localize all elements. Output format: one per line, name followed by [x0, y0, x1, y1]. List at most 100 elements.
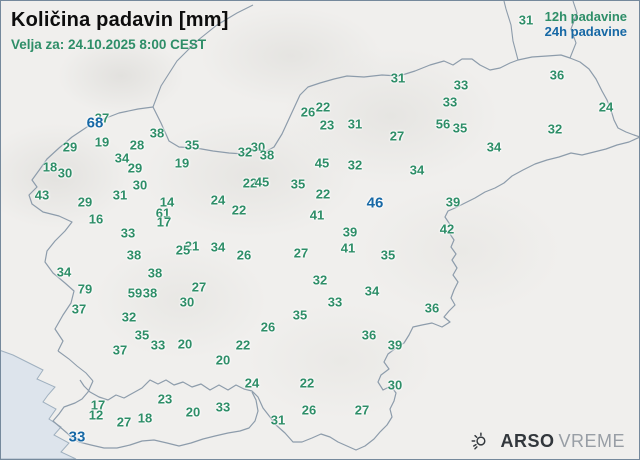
station-value-12h: 37 [71, 301, 87, 317]
station-value-12h: 26 [260, 319, 276, 335]
station-value-12h: 33 [150, 337, 166, 353]
station-value-12h: 32 [312, 272, 328, 288]
station-value-12h: 31 [347, 116, 363, 132]
station-value-12h: 27 [354, 402, 370, 418]
station-value-12h: 59 [127, 285, 143, 301]
station-value-12h: 18 [42, 159, 58, 175]
station-value-12h: 34 [56, 264, 72, 280]
station-value-12h: 37 [112, 342, 128, 358]
border-north [28, 54, 639, 352]
sun-icon [469, 430, 491, 452]
station-value-12h: 37 [94, 110, 110, 126]
station-value-12h: 33 [442, 94, 458, 110]
station-value-12h: 36 [549, 67, 565, 83]
station-value-12h: 34 [210, 239, 226, 255]
station-value-12h: 79 [77, 281, 93, 297]
station-value-12h: 27 [293, 245, 309, 261]
station-value-12h: 29 [127, 160, 143, 176]
station-value-12h: 35 [134, 327, 150, 343]
station-value-12h: 12 [88, 407, 104, 423]
station-value-24h: 33 [68, 428, 86, 446]
station-value-12h: 32 [347, 157, 363, 173]
border-ne-offmap-2 [569, 1, 578, 59]
station-value-12h: 45 [254, 174, 270, 190]
station-value-12h: 36 [361, 327, 377, 343]
station-value-12h: 17 [156, 214, 172, 230]
station-value-12h: 27 [191, 279, 207, 295]
station-value-12h: 24 [244, 375, 260, 391]
station-value-12h: 34 [364, 283, 380, 299]
station-value-12h: 20 [177, 336, 193, 352]
border-istria-coast [52, 380, 259, 449]
station-value-12h: 16 [88, 211, 104, 227]
page-title: Količina padavin [mm] [11, 9, 229, 31]
station-value-12h: 33 [215, 399, 231, 415]
arso-vreme-logo: ARSO VREME [469, 430, 625, 452]
station-value-12h: 30 [387, 377, 403, 393]
station-value-24h: 46 [366, 194, 384, 212]
station-value-12h: 26 [236, 247, 252, 263]
station-value-12h: 38 [147, 265, 163, 281]
station-value-12h: 29 [62, 139, 78, 155]
station-value-12h: 32 [547, 121, 563, 137]
station-value-12h: 20 [215, 352, 231, 368]
valid-time-label: Velja za: 24.10.2025 8:00 CEST [11, 37, 207, 52]
station-value-12h: 35 [380, 247, 396, 263]
sea-area [1, 350, 77, 459]
station-value-12h: 38 [259, 147, 275, 163]
border-nw-offmap [152, 4, 254, 108]
station-value-12h: 22 [235, 337, 251, 353]
brand-name: ARSO VREME [500, 431, 625, 452]
station-value-12h: 31 [518, 12, 534, 28]
station-value-12h: 43 [34, 187, 50, 203]
station-value-12h: 61 [155, 205, 171, 221]
station-value-12h: 35 [452, 120, 468, 136]
station-value-12h: 18 [137, 410, 153, 426]
brand-vreme: VREME [558, 430, 625, 451]
station-value-12h: 33 [120, 225, 136, 241]
map-header: Količina padavin [mm] Velja za: 24.10.20… [11, 9, 229, 52]
station-value-12h: 35 [290, 176, 306, 192]
station-value-12h: 26 [300, 104, 316, 120]
station-value-12h: 41 [309, 207, 325, 223]
station-value-12h: 24 [210, 192, 226, 208]
station-value-12h: 41 [340, 240, 356, 256]
station-value-12h: 39 [387, 337, 403, 353]
station-value-12h: 45 [314, 155, 330, 171]
station-value-12h: 35 [292, 307, 308, 323]
station-value-12h: 36 [424, 300, 440, 316]
station-value-12h: 38 [126, 247, 142, 263]
station-value-12h: 26 [301, 402, 317, 418]
station-value-12h: 22 [242, 175, 258, 191]
border-trieste [57, 350, 94, 382]
station-value-12h: 38 [149, 125, 165, 141]
station-value-12h: 21 [184, 238, 200, 254]
station-value-12h: 24 [598, 99, 614, 115]
station-value-12h: 31 [270, 412, 286, 428]
station-value-12h: 31 [390, 70, 406, 86]
station-value-12h: 32 [237, 144, 253, 160]
legend-24h-label: 24h padavine [544, 23, 627, 39]
station-value-12h: 32 [121, 309, 137, 325]
station-value-12h: 31 [112, 187, 128, 203]
station-value-12h: 27 [389, 128, 405, 144]
station-value-24h: 68 [86, 114, 104, 132]
station-value-12h: 39 [445, 194, 461, 210]
station-value-12h: 29 [77, 194, 93, 210]
station-value-12h: 17 [90, 397, 106, 413]
station-value-12h: 30 [250, 139, 266, 155]
station-value-12h: 27 [116, 414, 132, 430]
station-value-12h: 20 [185, 404, 201, 420]
station-value-12h: 25 [175, 242, 191, 258]
station-value-12h: 34 [114, 150, 130, 166]
station-value-12h: 42 [439, 221, 455, 237]
station-value-12h: 30 [57, 165, 73, 181]
station-value-12h: 30 [179, 294, 195, 310]
station-value-12h: 33 [453, 77, 469, 93]
border-south [79, 136, 639, 451]
station-value-12h: 22 [315, 99, 331, 115]
station-value-12h: 28 [129, 137, 145, 153]
legend-12h-label: 12h padavine [544, 9, 627, 24]
